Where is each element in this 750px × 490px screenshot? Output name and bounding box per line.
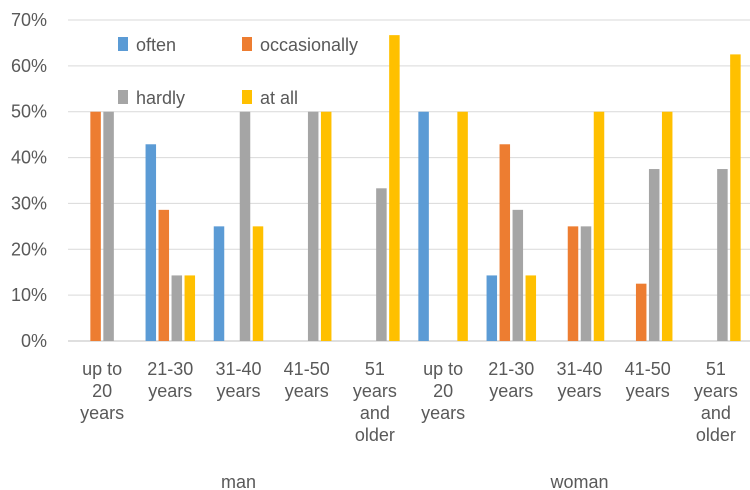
bar-often <box>213 226 225 341</box>
x-category-label: 31-40 years <box>215 359 261 401</box>
bar-at-all <box>730 54 741 342</box>
bar-at-all <box>184 275 196 341</box>
legend-label: at all <box>260 88 298 108</box>
x-category-label: 31-40 years <box>556 359 602 401</box>
x-group-label: woman <box>549 472 608 490</box>
legend-label: hardly <box>136 88 185 108</box>
legend-item: at all <box>242 88 298 108</box>
bar-occasionally <box>635 283 647 341</box>
x-category-label: 41-50 years <box>625 359 671 401</box>
x-category-label: 51 years and older <box>353 359 397 445</box>
y-tick-label: 30% <box>11 193 47 213</box>
legend-swatch <box>118 90 128 104</box>
y-axis-ticks: 0% 10% 20% 30% 40% 50% 60% 70% <box>11 10 47 351</box>
bar-at-all <box>457 111 468 341</box>
bar-hardly <box>376 188 387 341</box>
bar-at-all <box>320 111 332 341</box>
x-category-label: 21-30 years <box>488 359 534 401</box>
legend-item: occasionally <box>242 35 358 55</box>
bar-often <box>418 111 429 341</box>
legend-swatch <box>242 37 252 51</box>
y-tick-label: 10% <box>11 285 47 305</box>
bars <box>90 35 741 342</box>
x-category-label: 21-30 years <box>147 359 193 401</box>
bar-hardly <box>512 209 524 341</box>
legend-swatch <box>118 37 128 51</box>
bar-hardly <box>103 111 114 341</box>
bar-hardly <box>580 226 592 341</box>
legend-item: hardly <box>118 88 185 108</box>
y-tick-label: 50% <box>11 102 47 122</box>
bar-often <box>145 144 157 341</box>
gridlines <box>68 19 750 342</box>
y-tick-label: 70% <box>11 10 47 30</box>
bar-at-all <box>252 226 264 341</box>
bar-hardly <box>648 169 660 341</box>
bar-at-all <box>525 275 537 341</box>
bar-occasionally <box>499 144 511 341</box>
legend-item: often <box>118 35 176 55</box>
bar-at-all <box>661 111 673 341</box>
x-axis-group-labels: man woman <box>221 472 609 490</box>
bar-often <box>486 275 498 341</box>
x-category-label: 51 years and older <box>694 359 738 445</box>
bar-at-all <box>389 35 400 341</box>
bar-occasionally <box>567 226 579 341</box>
x-category-label: up to 20 years <box>80 359 124 423</box>
x-group-label: man <box>221 472 256 490</box>
y-tick-label: 40% <box>11 148 47 168</box>
legend-label: often <box>136 35 176 55</box>
legend-label: occasionally <box>260 35 358 55</box>
y-tick-label: 60% <box>11 56 47 76</box>
bar-hardly <box>717 169 728 341</box>
bar-hardly <box>239 111 251 341</box>
y-tick-label: 20% <box>11 239 47 259</box>
x-category-label: 41-50 years <box>284 359 330 401</box>
bar-hardly <box>307 111 319 341</box>
x-category-label: up to 20 years <box>421 359 465 423</box>
y-tick-label: 0% <box>21 331 47 351</box>
x-axis-category-labels: up to 20 years 21-30 years 31-40 years 41-50 yea… <box>80 359 738 445</box>
bar-at-all <box>593 111 605 341</box>
bar-occasionally <box>90 111 101 341</box>
bar-hardly <box>171 275 183 341</box>
bar-occasionally <box>158 209 170 341</box>
legend-swatch <box>242 90 252 104</box>
legend: often occasionally hardly at all <box>118 35 358 108</box>
